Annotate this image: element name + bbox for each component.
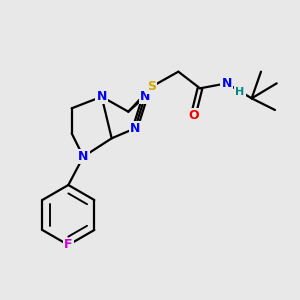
Text: S: S bbox=[147, 80, 156, 93]
Text: N: N bbox=[97, 90, 107, 103]
Text: H: H bbox=[236, 87, 244, 97]
Text: N: N bbox=[140, 90, 150, 103]
Text: N: N bbox=[130, 122, 140, 135]
Text: F: F bbox=[64, 238, 73, 251]
Text: N: N bbox=[78, 150, 88, 163]
Text: O: O bbox=[188, 109, 199, 122]
Text: N: N bbox=[221, 77, 232, 90]
